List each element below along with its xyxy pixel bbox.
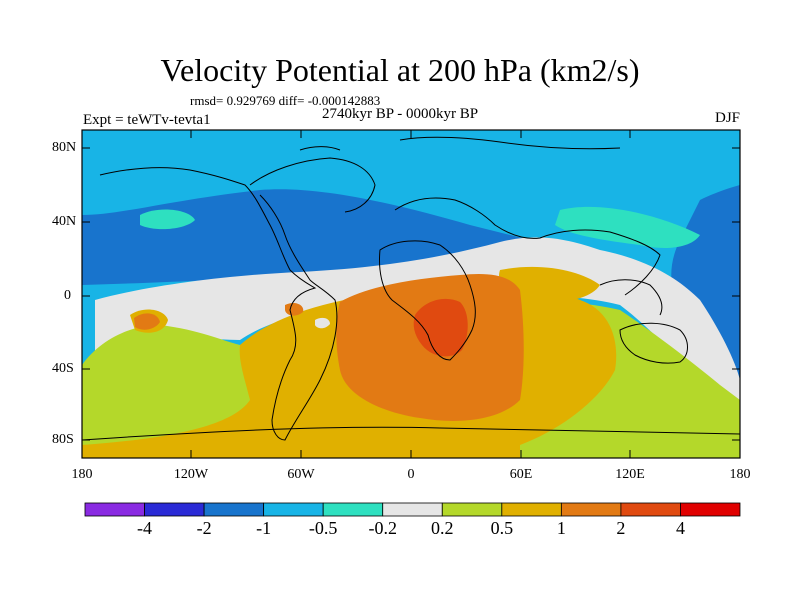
lat-label-0: 0 xyxy=(64,288,71,303)
field-gold-arabia xyxy=(499,266,600,302)
experiment-label: Expt = teWTv-tevta1 xyxy=(83,112,211,128)
colorbar-swatch xyxy=(441,502,503,517)
lon-label-120w: 120W xyxy=(173,467,209,482)
colorbar-swatch xyxy=(322,502,384,517)
colorbar-label: -0.5 xyxy=(308,518,338,538)
field-teal-pacific xyxy=(140,209,195,230)
lat-label-80n: 80N xyxy=(52,140,77,155)
lon-label-0: 0 xyxy=(407,467,415,482)
colorbar-swatch xyxy=(203,502,265,517)
colorbar-label: -0.2 xyxy=(368,518,397,538)
colorbar-swatch xyxy=(263,502,324,517)
map-title: Velocity Potential at 200 hPa (km2/s) xyxy=(160,52,640,88)
colorbar-label: -1 xyxy=(256,518,272,538)
field-redorange-africa xyxy=(413,298,468,357)
colorbar-label: 0.2 xyxy=(431,518,454,538)
lat-label-40s: 40S xyxy=(52,361,74,376)
colorbar-label: 2 xyxy=(616,518,626,538)
period-subtitle: 2740kyr BP - 0000kyr BP xyxy=(322,106,479,122)
coastlines xyxy=(82,136,740,441)
colorbar-swatch xyxy=(501,502,562,517)
contour-field xyxy=(82,130,740,458)
lon-label-180w: 180 xyxy=(71,467,93,482)
lat-label-40n: 40N xyxy=(52,214,77,229)
lat-label-80s: 80S xyxy=(52,432,74,447)
season-label: DJF xyxy=(714,110,740,126)
colorbar-label: -4 xyxy=(137,518,153,538)
colorbar-label: 0.5 xyxy=(490,518,514,538)
field-orange-brazil xyxy=(285,302,304,316)
colorbar-label: 4 xyxy=(675,518,685,538)
colorbar-swatch xyxy=(680,502,741,517)
lon-label-180e: 180 xyxy=(729,467,751,482)
colorbar-swatch xyxy=(144,502,205,517)
lon-label-120e: 120E xyxy=(615,467,645,482)
stats-line: rmsd= 0.929769 diff= -0.000142883 xyxy=(190,93,381,108)
colorbar-label: 1 xyxy=(556,518,566,538)
lon-label-60e: 60E xyxy=(509,467,533,482)
colorbar-swatch xyxy=(620,502,681,517)
axis-ticks xyxy=(82,130,740,458)
colorbar xyxy=(84,502,741,517)
colorbar-swatch xyxy=(560,502,622,517)
colorbar-swatch xyxy=(382,502,443,517)
field-orange-pacific xyxy=(134,313,160,330)
colorbar-swatch xyxy=(84,502,145,517)
lon-label-60w: 60W xyxy=(287,467,315,482)
field-white-brazil xyxy=(315,317,330,329)
field-teal-asia xyxy=(555,206,700,248)
colorbar-label: -2 xyxy=(196,518,212,538)
